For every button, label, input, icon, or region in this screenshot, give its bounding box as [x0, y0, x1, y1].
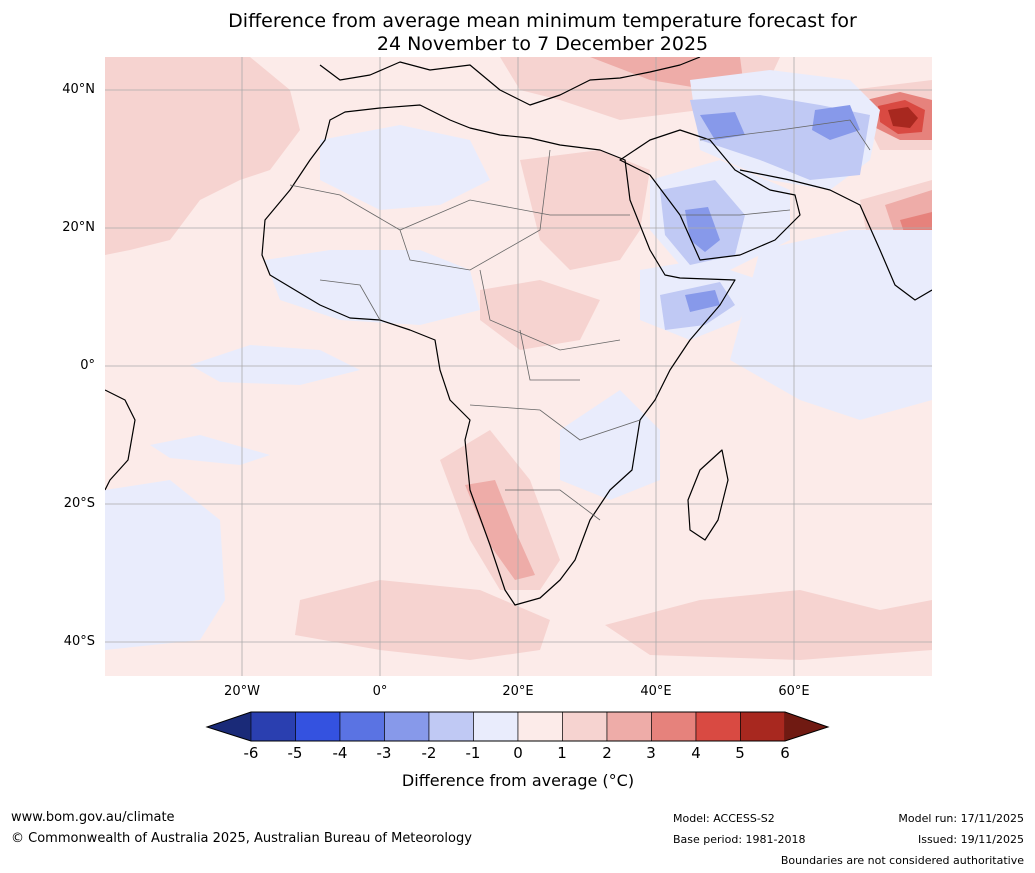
footer-model: Model: ACCESS-S2 [673, 812, 775, 825]
footer-base-period: Base period: 1981-2018 [673, 833, 806, 846]
footer-issued: Issued: 19/11/2025 [917, 833, 1024, 846]
anomaly-cool-south-atlantic [105, 480, 225, 650]
lon-label-0: 0° [372, 684, 388, 699]
colorbar-tick: -3 [376, 744, 392, 762]
map-title: Difference from average mean minimum tem… [0, 10, 1035, 56]
colorbar-tick: -6 [243, 744, 259, 762]
anomaly-warm-south-atlantic [295, 580, 550, 660]
anomaly-warm-northwest-atlantic [105, 57, 300, 255]
anomaly-warm-namibia [465, 480, 535, 580]
anomaly-warm-north-africa [520, 150, 650, 270]
colorbar-box [740, 711, 786, 742]
map-area [105, 57, 932, 676]
coast-south-america [105, 389, 136, 491]
title-line-2: 24 November to 7 December 2025 [376, 33, 709, 55]
coast-madagascar [687, 449, 729, 541]
anomaly-warm-himalaya-peak [888, 107, 918, 128]
colorbar-tick: 5 [735, 744, 745, 762]
colorbar-tick: 3 [646, 744, 656, 762]
footer-copyright: © Commonwealth of Australia 2025, Austra… [11, 831, 472, 846]
anomaly-cool-west-africa [265, 250, 480, 325]
colorbar-tick: 4 [691, 744, 701, 762]
lat-label-20s: 20°S [63, 496, 95, 511]
anomaly-cool-iran-peak-a [700, 112, 745, 140]
lat-label-40n: 40°N [62, 82, 95, 97]
footer-url: www.bom.gov.au/climate [11, 810, 175, 825]
anomaly-cool-iran-peak-b [812, 105, 860, 140]
colorbar-tick: -1 [465, 744, 481, 762]
lon-label-20w: 20°W [224, 684, 260, 699]
anomaly-cool-somalia-peak [685, 290, 720, 312]
anomaly-warm-south-indian [605, 590, 932, 660]
colorbar-box [428, 711, 474, 742]
lat-label-0: 0° [80, 358, 95, 373]
colorbar-extend-high [785, 712, 828, 741]
anomaly-cool-mid-atlantic [150, 435, 270, 465]
colorbar-tick: -5 [287, 744, 303, 762]
coast-arabia [619, 129, 801, 261]
colorbar-box [517, 711, 563, 742]
colorbar-box [562, 711, 608, 742]
colorbar-outline [205, 711, 830, 742]
colorbar-box [695, 711, 741, 742]
lon-label-20e: 20°E [502, 684, 534, 699]
colorbar-tick: 0 [513, 744, 523, 762]
anomaly-cool-sahara [320, 125, 490, 210]
colorbar-box [651, 711, 697, 742]
lon-label-60e: 60°E [778, 684, 810, 699]
colorbar-box [606, 711, 652, 742]
title-line-1: Difference from average mean minimum tem… [228, 10, 857, 32]
colorbar [205, 711, 830, 742]
colorbar-tick: 6 [780, 744, 790, 762]
coastlines [105, 57, 932, 606]
colorbar-box [473, 711, 519, 742]
colorbar-box [250, 711, 296, 742]
anomaly-cool-arabia-peak [685, 207, 720, 252]
anomaly-cool-east-africa [560, 390, 660, 500]
coast-iran-india [739, 169, 932, 301]
colorbar-extend-low [207, 712, 251, 741]
colorbar-title: Difference from average (°C) [401, 771, 635, 790]
colorbar-tick: 2 [602, 744, 612, 762]
colorbar-tick: -4 [332, 744, 348, 762]
footer-model-run: Model run: 17/11/2025 [898, 812, 1024, 825]
graticule [105, 57, 932, 676]
anomaly-warm-central-africa [480, 280, 600, 350]
footer-disclaimer: Boundaries are not considered authoritat… [780, 854, 1024, 867]
colorbar-box [339, 711, 385, 742]
coast-africa [261, 104, 736, 606]
lat-label-20n: 20°N [62, 220, 95, 235]
lat-label-40s: 40°S [63, 634, 95, 649]
colorbar-tick: 1 [557, 744, 567, 762]
colorbar-boxes [250, 711, 786, 742]
anomaly-cool-indian-ocean [730, 230, 932, 420]
colorbar-box [295, 711, 341, 742]
lon-label-40e: 40°E [640, 684, 672, 699]
colorbar-box [384, 711, 430, 742]
coast-europe [319, 57, 701, 106]
anomaly-cool-gulf-guinea [190, 345, 360, 385]
colorbar-tick: -2 [421, 744, 437, 762]
country-borders [289, 119, 871, 521]
